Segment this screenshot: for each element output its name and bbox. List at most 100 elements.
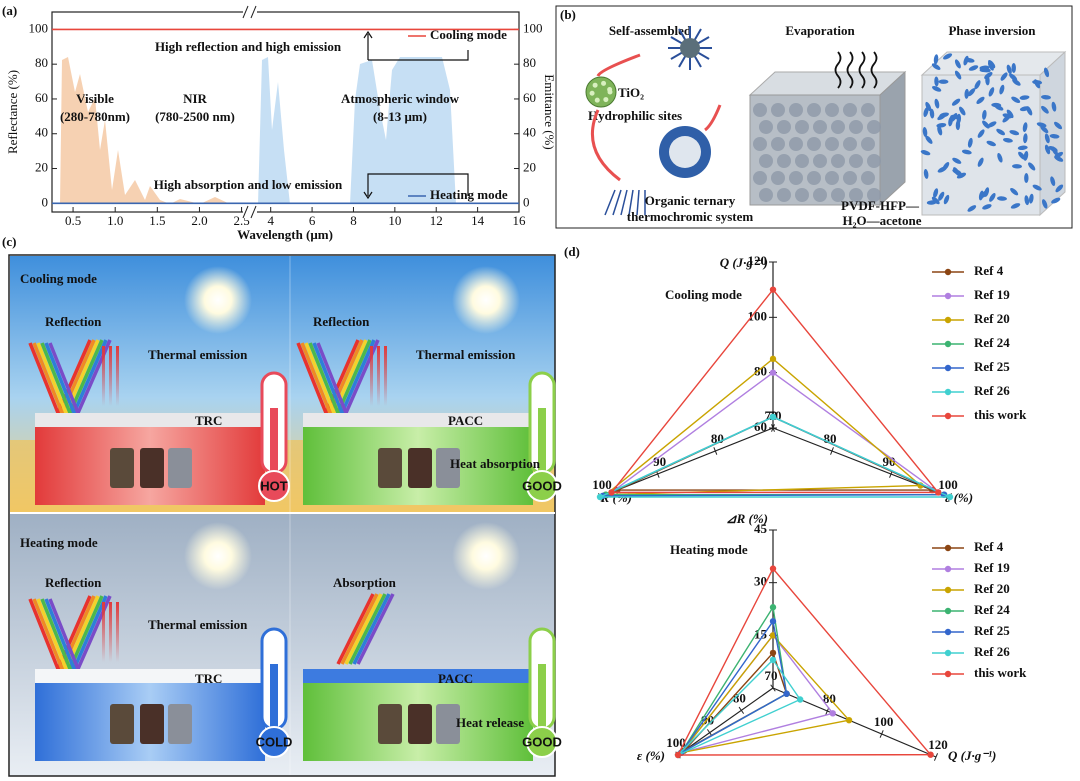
tick: [879, 730, 884, 738]
thermo-bulb: [258, 726, 290, 758]
legend-label: Ref 24: [974, 602, 1010, 617]
pore: [759, 120, 773, 134]
radar-point: [935, 489, 942, 496]
legend-marker: [944, 565, 952, 573]
pore: [989, 193, 996, 202]
x-tick-label: 16: [513, 213, 527, 228]
tick-label: 100: [748, 308, 768, 323]
label: H₂O—acetone: [843, 213, 922, 228]
ray: [348, 593, 387, 665]
pore: [943, 194, 950, 205]
legend-marker: [944, 364, 952, 372]
thermo-bulb: [526, 470, 558, 502]
pore: [1036, 122, 1047, 128]
pore: [771, 137, 785, 151]
food: [436, 448, 460, 488]
emission: [384, 346, 387, 406]
pore: [950, 114, 961, 120]
pore: [1050, 176, 1056, 187]
axis-label: ⊿R (%): [726, 511, 768, 526]
pore: [867, 120, 881, 134]
axis-label: Q (J·g⁻¹): [720, 255, 768, 270]
coating-top: [35, 413, 265, 427]
bracket: [363, 173, 469, 200]
pore: [925, 135, 933, 144]
radar-point: [769, 632, 777, 639]
pore: [1006, 109, 1014, 119]
tick: [713, 447, 718, 455]
x-tick-label: 1.5: [149, 213, 165, 228]
pore: [939, 112, 949, 118]
pore: [1055, 184, 1064, 193]
radar-point: [946, 493, 954, 501]
pore: [925, 101, 932, 112]
pore: [807, 103, 821, 117]
pore: [867, 154, 881, 168]
annotation: Atmospheric window: [341, 91, 460, 106]
y-tick-label: 80: [35, 55, 48, 70]
tick-label: 15: [754, 626, 768, 641]
y2-tick-label: 100: [523, 20, 543, 35]
annotation: High reflection and high emission: [155, 39, 342, 54]
polymer: [636, 189, 640, 216]
pore: [1002, 137, 1013, 143]
food: [168, 448, 192, 488]
pore: [996, 128, 1006, 136]
pore: [967, 205, 977, 212]
step-title: Phase inversion: [948, 23, 1036, 38]
pore: [977, 129, 985, 138]
site: [594, 97, 600, 103]
pore: [934, 76, 939, 87]
pore: [1028, 193, 1034, 204]
pore: [795, 120, 809, 134]
pore: [953, 167, 960, 176]
pore: [807, 137, 821, 151]
tick-label: 80: [754, 364, 767, 379]
radar-point: [927, 751, 934, 758]
pore: [982, 120, 990, 129]
ray: [340, 593, 379, 665]
pore: [777, 188, 791, 202]
pore: [1041, 199, 1048, 209]
radar-series: [610, 288, 940, 494]
legend-label: this work: [974, 665, 1027, 680]
pore: [1043, 67, 1050, 78]
cube-top: [748, 71, 907, 96]
legend-label: Ref 4: [974, 263, 1004, 278]
label: PVDF-HFP—: [841, 198, 920, 213]
legend-label: Ref 25: [974, 623, 1010, 638]
tick-label: 45: [754, 521, 768, 536]
legend-marker: [944, 316, 952, 324]
ray: [356, 593, 395, 665]
pore: [1032, 184, 1042, 191]
cycle-arrow: [590, 53, 722, 182]
bracket: [363, 30, 469, 61]
pore: [1040, 125, 1049, 134]
pore: [1022, 122, 1028, 133]
y2-axis-label: Emittance (%): [542, 74, 557, 149]
radar-series: [677, 658, 802, 756]
site: [592, 82, 598, 88]
axis-label: Q (J·g⁻¹): [948, 748, 996, 763]
polymer: [628, 189, 634, 216]
mercury: [538, 664, 546, 734]
pore: [849, 120, 863, 134]
badge: HOT: [260, 478, 288, 493]
pore: [1023, 133, 1028, 144]
pore: [986, 140, 996, 147]
sun: [452, 266, 520, 334]
tick-label: 30: [754, 574, 767, 589]
panel-frame: [555, 5, 1073, 229]
radar-axis: [677, 687, 774, 756]
y-tick-label: 40: [35, 125, 48, 140]
radar-series: [599, 416, 951, 498]
legend-marker: [944, 544, 952, 552]
pore: [937, 166, 947, 173]
mercury: [270, 408, 278, 478]
pore: [753, 171, 767, 185]
pore: [825, 103, 839, 117]
pore: [789, 171, 803, 185]
pore: [771, 171, 785, 185]
y-axis-label: Reflectance (%): [5, 70, 20, 154]
pore: [1044, 133, 1050, 144]
